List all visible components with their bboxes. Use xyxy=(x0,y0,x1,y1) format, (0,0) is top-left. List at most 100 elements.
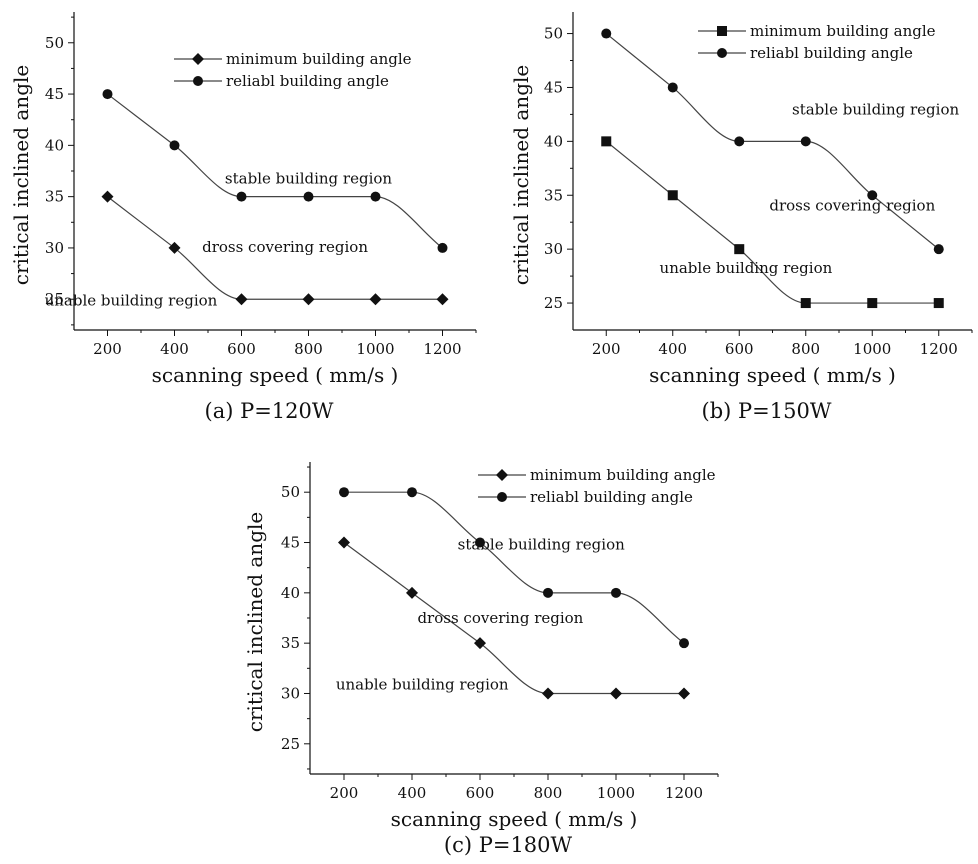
region-label: stable building region xyxy=(458,536,625,554)
y-tick-label: 35 xyxy=(45,188,64,206)
data-point xyxy=(407,487,417,498)
legend-label: minimum building angle xyxy=(530,466,716,484)
panel-caption: (c) P=180W xyxy=(444,833,573,857)
y-tick-label: 25 xyxy=(544,294,563,312)
data-point xyxy=(406,586,418,599)
data-point xyxy=(800,298,811,309)
data-point xyxy=(601,28,612,39)
region-label: unable building region xyxy=(660,259,833,277)
region-label: unable building region xyxy=(336,675,509,693)
x-tick-label: 200 xyxy=(592,340,621,358)
y-tick-label: 45 xyxy=(45,85,64,103)
x-tick-label: 600 xyxy=(227,340,256,358)
x-tick-label: 1000 xyxy=(597,784,635,802)
y-tick-label: 30 xyxy=(45,239,64,257)
legend-marker xyxy=(717,26,727,36)
y-tick-label: 50 xyxy=(45,34,64,52)
legend-label: reliabl building angle xyxy=(750,44,913,62)
data-point xyxy=(933,244,944,255)
x-tick-label: 200 xyxy=(330,784,359,802)
legend-label: minimum building angle xyxy=(226,50,412,68)
y-axis-title: critical inclined angle xyxy=(509,65,533,285)
series-line xyxy=(605,140,939,304)
x-tick-label: 600 xyxy=(725,340,754,358)
y-tick-label: 35 xyxy=(544,186,563,204)
data-point xyxy=(542,687,554,700)
legend-marker xyxy=(496,469,508,481)
legend-label: reliabl building angle xyxy=(530,488,693,506)
y-tick-label: 40 xyxy=(281,584,300,602)
x-tick-label: 1200 xyxy=(665,784,703,802)
chart-panel-a: 200 400 600 800 1000 1200 25 30 35 40 45 50 scanning… xyxy=(9,12,477,423)
data-point xyxy=(474,637,486,650)
data-point xyxy=(235,293,248,306)
series-line xyxy=(107,93,443,249)
chart-panel-b: 200 400 600 800 1000 1200 25 30 35 40 45 50 scanning… xyxy=(509,12,973,423)
data-point xyxy=(338,536,350,549)
data-point xyxy=(679,638,689,649)
data-point xyxy=(168,241,181,254)
x-tick-label: 800 xyxy=(534,784,563,802)
data-point xyxy=(601,136,612,147)
x-tick-label: 200 xyxy=(93,340,122,358)
legend-marker xyxy=(497,492,507,502)
data-point xyxy=(436,293,449,306)
y-axis-title: critical inclined angle xyxy=(9,65,33,285)
x-tick-label: 1200 xyxy=(423,340,461,358)
y-tick-label: 30 xyxy=(544,240,563,258)
series-line xyxy=(605,33,940,250)
y-axis-title: critical inclined angle xyxy=(243,512,267,732)
y-tick-label: 45 xyxy=(544,78,563,96)
data-point xyxy=(667,190,678,201)
data-point xyxy=(611,587,621,598)
data-point xyxy=(475,537,485,548)
region-label: stable building region xyxy=(792,100,959,118)
data-point xyxy=(236,191,247,202)
y-tick-label: 35 xyxy=(281,634,300,652)
data-point xyxy=(543,587,553,598)
data-point xyxy=(437,242,448,253)
y-tick-label: 45 xyxy=(281,534,300,552)
x-tick-label: 400 xyxy=(160,340,189,358)
x-axis-title: scanning speed ( mm/s ) xyxy=(152,363,399,387)
region-label: dross covering region xyxy=(769,196,935,214)
data-point xyxy=(800,136,811,147)
panel-caption: (b) P=150W xyxy=(702,399,832,423)
legend-label: minimum building angle xyxy=(750,22,936,40)
data-point xyxy=(369,293,382,306)
region-label: dross covering region xyxy=(202,238,368,256)
legend-marker xyxy=(717,48,727,58)
y-tick-label: 30 xyxy=(281,684,300,702)
data-point xyxy=(867,298,878,309)
legend-marker xyxy=(192,53,204,65)
region-label: unable building region xyxy=(45,291,218,309)
y-tick-label: 40 xyxy=(544,132,563,150)
x-axis-title: scanning speed ( mm/s ) xyxy=(649,363,896,387)
x-tick-label: 400 xyxy=(658,340,687,358)
x-tick-label: 400 xyxy=(398,784,427,802)
x-axis-title: scanning speed ( mm/s ) xyxy=(391,807,638,831)
x-tick-label: 1000 xyxy=(853,340,891,358)
data-point xyxy=(370,191,381,202)
x-tick-label: 800 xyxy=(294,340,323,358)
panel-caption: (a) P=120W xyxy=(205,399,334,423)
y-tick-label: 25 xyxy=(281,735,300,753)
data-point xyxy=(667,82,678,93)
data-point xyxy=(933,298,944,309)
legend-marker xyxy=(193,76,203,86)
data-point xyxy=(102,89,113,100)
x-tick-label: 1000 xyxy=(356,340,394,358)
data-point xyxy=(610,687,622,700)
data-point xyxy=(302,293,315,306)
region-label: dross covering region xyxy=(417,609,583,627)
y-tick-label: 50 xyxy=(544,25,563,43)
y-tick-label: 50 xyxy=(281,483,300,501)
data-point xyxy=(734,244,745,255)
x-tick-label: 1200 xyxy=(920,340,958,358)
data-point xyxy=(867,190,878,201)
data-point xyxy=(339,487,349,498)
x-tick-label: 600 xyxy=(466,784,495,802)
data-point xyxy=(303,191,314,202)
